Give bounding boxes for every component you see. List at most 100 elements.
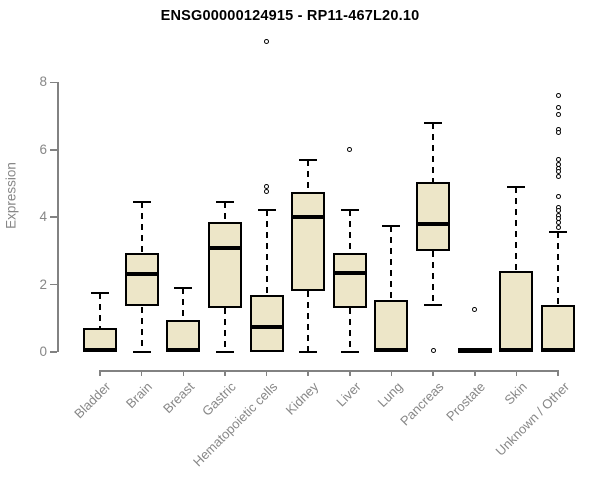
upper-whisker-kidney xyxy=(307,159,310,192)
x-axis-line xyxy=(99,370,560,372)
x-tick-label-bladder: Bladder xyxy=(71,379,114,422)
x-tick-label-liver: Liver xyxy=(332,379,364,410)
median-breast xyxy=(166,348,201,353)
outlier-liver xyxy=(347,147,353,153)
box-pancreas xyxy=(416,181,451,251)
lower-whisker-kidney xyxy=(307,291,310,352)
y-tick xyxy=(50,283,57,286)
median-bladder xyxy=(83,348,117,353)
x-tick-label-breast: Breast xyxy=(159,379,197,417)
outlier-unknown-other xyxy=(555,157,561,163)
x-tick xyxy=(140,370,143,376)
lower-whisker-cap-kidney xyxy=(299,351,318,353)
upper-whisker-skin xyxy=(515,186,518,272)
upper-whisker-hematopoietic-cells xyxy=(265,210,268,295)
x-tick xyxy=(99,370,101,376)
outlier-unknown-other xyxy=(555,130,561,136)
y-tick-label: 6 xyxy=(39,141,47,157)
outlier-unknown-other xyxy=(555,207,561,213)
box-breast xyxy=(166,319,201,352)
median-prostate xyxy=(457,348,492,353)
lower-whisker-pancreas xyxy=(432,250,435,305)
y-axis-label: Expression xyxy=(3,162,19,229)
box-liver xyxy=(332,252,367,309)
upper-whisker-cap-skin xyxy=(507,185,526,188)
outlier-unknown-other xyxy=(555,111,561,117)
x-tick xyxy=(515,370,518,376)
upper-whisker-cap-lung xyxy=(382,224,401,227)
median-kidney xyxy=(291,215,326,220)
x-tick-label-prostate: Prostate xyxy=(443,379,489,424)
upper-whisker-cap-liver xyxy=(340,209,359,212)
upper-whisker-pancreas xyxy=(432,122,435,182)
outlier-pancreas xyxy=(430,347,436,353)
upper-whisker-cap-pancreas xyxy=(424,121,443,124)
outlier-unknown-other xyxy=(555,174,561,180)
x-tick-label-skin: Skin xyxy=(501,379,531,408)
upper-whisker-liver xyxy=(348,210,351,253)
upper-whisker-brain xyxy=(140,202,143,253)
upper-whisker-cap-gastric xyxy=(215,201,234,204)
upper-whisker-breast xyxy=(182,287,185,320)
y-tick-label: 8 xyxy=(39,74,47,90)
box-brain xyxy=(124,252,159,307)
lower-whisker-cap-pancreas xyxy=(424,303,443,306)
lower-whisker-cap-gastric xyxy=(215,351,234,353)
y-tick xyxy=(50,216,57,218)
x-tick xyxy=(349,370,351,376)
x-tick-label-unknown-other: Unknown / Other xyxy=(492,379,572,459)
upper-whisker-cap-unknown-other xyxy=(549,231,568,234)
y-tick xyxy=(50,81,57,84)
median-lung xyxy=(374,348,409,353)
y-tick-label: 4 xyxy=(39,209,47,225)
upper-whisker-bladder xyxy=(99,293,101,329)
x-tick-label-lung: Lung xyxy=(374,379,406,411)
upper-whisker-gastric xyxy=(223,202,226,223)
upper-whisker-cap-bladder xyxy=(91,292,109,295)
outlier-hematopoietic-cells xyxy=(264,39,270,45)
lower-whisker-gastric xyxy=(223,308,226,352)
outlier-unknown-other xyxy=(555,224,561,230)
chart-title: ENSG00000124915 - RP11-467L20.10 xyxy=(160,8,420,24)
x-tick xyxy=(265,370,268,376)
x-tick xyxy=(182,370,185,376)
outlier-unknown-other xyxy=(555,93,561,99)
box-gastric xyxy=(207,222,242,309)
median-brain xyxy=(124,272,159,277)
x-tick xyxy=(224,370,226,376)
outlier-hematopoietic-cells xyxy=(264,189,270,195)
median-pancreas xyxy=(416,221,451,226)
upper-whisker-cap-brain xyxy=(132,201,151,204)
lower-whisker-cap-brain xyxy=(132,351,151,353)
x-tick xyxy=(432,370,434,376)
box-unknown-other xyxy=(541,304,576,352)
outlier-hematopoietic-cells xyxy=(264,184,270,190)
median-liver xyxy=(332,270,367,275)
lower-whisker-cap-liver xyxy=(340,351,359,353)
outlier-unknown-other xyxy=(555,194,561,200)
upper-whisker-cap-kidney xyxy=(299,158,318,161)
x-tick xyxy=(557,370,559,376)
lower-whisker-brain xyxy=(140,306,143,352)
box-hematopoietic-cells xyxy=(249,294,284,352)
median-hematopoietic-cells xyxy=(249,324,284,329)
x-tick xyxy=(390,370,393,376)
box-kidney xyxy=(291,191,326,292)
median-unknown-other xyxy=(541,348,576,353)
x-tick xyxy=(474,370,476,376)
box-lung xyxy=(374,299,409,352)
upper-whisker-cap-breast xyxy=(174,286,193,289)
median-gastric xyxy=(207,245,242,250)
x-tick xyxy=(307,370,309,376)
outlier-unknown-other xyxy=(555,169,561,175)
y-axis-line xyxy=(57,82,59,352)
y-tick xyxy=(50,351,57,353)
box-skin xyxy=(499,271,534,352)
outlier-unknown-other xyxy=(555,219,561,225)
upper-whisker-cap-hematopoietic-cells xyxy=(257,209,276,212)
x-tick-label-kidney: Kidney xyxy=(283,379,322,418)
y-tick xyxy=(50,149,57,151)
median-skin xyxy=(499,348,534,353)
x-tick-label-pancreas: Pancreas xyxy=(397,379,447,429)
